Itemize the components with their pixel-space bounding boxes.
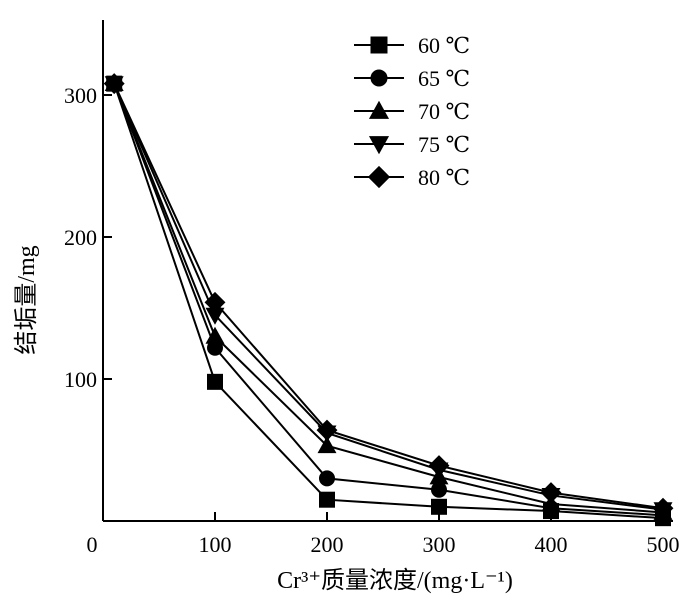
- legend-label: 70 ℃: [418, 99, 470, 124]
- legend-label: 60 ℃: [418, 33, 470, 58]
- series-diamond: [103, 73, 674, 519]
- x-tick-label: 300: [423, 532, 456, 557]
- data-point: [319, 470, 335, 487]
- x-axis-title: Cr³⁺质量浓度/(mg·L⁻¹): [277, 567, 513, 594]
- y-tick-label: 100: [64, 367, 97, 392]
- series-line: [113, 83, 664, 520]
- legend-marker: [370, 69, 388, 87]
- x-tick-label: 400: [535, 532, 568, 557]
- data-point: [207, 373, 223, 390]
- legend-label: 80 ℃: [418, 165, 470, 190]
- series-line: [113, 83, 664, 517]
- x-tick-label: 100: [199, 532, 232, 557]
- legend-label: 75 ℃: [418, 132, 470, 157]
- legend-marker: [368, 100, 390, 119]
- data-point: [431, 498, 447, 515]
- series-line: [113, 83, 664, 510]
- data-point: [205, 326, 225, 344]
- data-point: [431, 481, 447, 498]
- series-triangle-down: [104, 76, 673, 520]
- data-point: [540, 482, 562, 504]
- legend-marker: [368, 136, 390, 155]
- legend-marker: [370, 36, 388, 54]
- axes: 0 100 200 300 400 500 100 200 300: [64, 20, 680, 557]
- data-point: [652, 497, 674, 519]
- y-tick-label: 200: [64, 225, 97, 250]
- data-point: [316, 419, 338, 441]
- x-tick-label: 200: [311, 532, 344, 557]
- data-point: [103, 73, 125, 95]
- x-tick-label: 0: [87, 532, 98, 557]
- data-point: [319, 491, 335, 508]
- legend-label: 65 ℃: [418, 66, 470, 91]
- series-line: [113, 83, 664, 511]
- x-tick-label: 500: [647, 532, 680, 557]
- series-line: [113, 83, 664, 514]
- legend-marker: [367, 165, 391, 189]
- y-tick-label: 300: [64, 83, 97, 108]
- data-point: [317, 436, 337, 454]
- series-layer: [103, 73, 674, 527]
- legend: 60 ℃ 65 ℃ 70 ℃ 75 ℃ 80 ℃: [354, 33, 470, 190]
- y-axis-title: 结垢量/mg: [13, 245, 40, 354]
- data-point: [204, 291, 226, 313]
- data-point: [428, 455, 450, 477]
